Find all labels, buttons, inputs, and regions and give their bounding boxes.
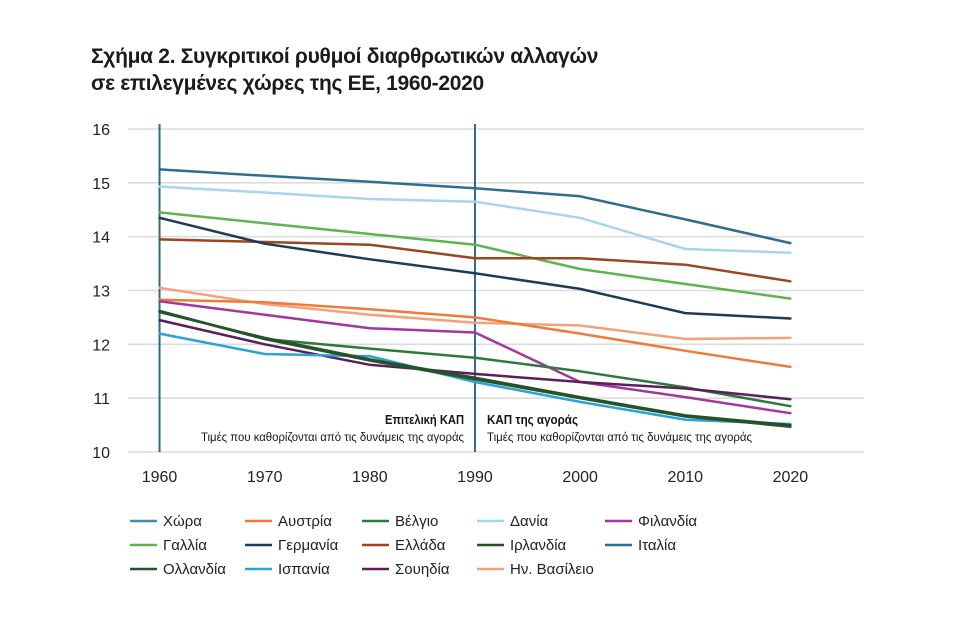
legend-label: Σουηδία	[395, 561, 450, 578]
legend-label: Βέλγιο	[395, 513, 438, 530]
legend-label: Γερμανία	[278, 537, 339, 554]
series-line-11	[158, 332, 792, 426]
legend-item: Δανία	[477, 513, 549, 530]
y-tick-label: 13	[92, 284, 110, 301]
y-tick-label: 10	[92, 445, 110, 462]
series-line-8	[158, 300, 792, 415]
legend-item: Ελλάδα	[362, 537, 446, 554]
legend-label: Ισπανία	[278, 561, 330, 578]
legend-item: Ισπανία	[245, 561, 330, 578]
legend-item: Γερμανία	[245, 537, 339, 554]
legend-label: Ελλάδα	[395, 537, 446, 554]
x-axis-labels: 1960 1970 1980 1990 2000 2010 2020	[142, 469, 809, 486]
legend-label: Ολλανδία	[163, 561, 226, 578]
legend-item: Ιταλία	[605, 537, 676, 554]
y-tick-label: 14	[92, 230, 110, 247]
series-line-2	[158, 168, 792, 245]
legend-item: Βέλγιο	[362, 513, 438, 530]
x-tick-label: 2000	[562, 469, 598, 486]
legend-label: Φιλανδία	[638, 513, 697, 530]
legend-item: Ολλανδία	[130, 561, 226, 578]
series-line-10	[158, 318, 792, 401]
annotation-heading-left: Επιτελική ΚΑΠ	[385, 412, 464, 427]
x-tick-label: 2020	[773, 469, 809, 486]
y-tick-label: 11	[93, 391, 110, 408]
series-line-13	[158, 309, 792, 428]
legend-label: Αυστρία	[278, 513, 332, 530]
y-tick-label: 16	[92, 122, 110, 139]
series-line-3	[158, 211, 792, 300]
series-lines	[158, 168, 792, 428]
series-line-4	[158, 238, 792, 283]
y-axis-labels: 10 11 12 13 14 15 16	[92, 122, 110, 462]
gridlines	[128, 128, 864, 453]
x-tick-label: 1960	[142, 469, 178, 486]
annotation-text-left: Τιμές που καθορίζονται από τις δυνάμεις …	[201, 430, 464, 444]
legend-item: Χώρα	[130, 513, 202, 530]
legend-item: Φιλανδία	[605, 513, 697, 530]
chart-title-line-1: Σχήμα 2. Συγκριτικοί ρυθμοί διαρθρωτικών…	[91, 45, 599, 68]
chart-title: Σχήμα 2. Συγκριτικοί ρυθμοί διαρθρωτικών…	[91, 43, 598, 97]
chart-title-line-2: σε επιλεγμένες χώρες της ΕΕ, 1960-2020	[91, 72, 484, 95]
annotations: Επιτελική ΚΑΠ Τιμές που καθορίζονται από…	[201, 412, 752, 444]
legend-item: Ιρλανδία	[477, 537, 567, 554]
annotation-heading-right: ΚΑΠ της αγοράς	[487, 412, 578, 427]
legend-label: Ιταλία	[638, 537, 676, 554]
legend-label: Γαλλία	[163, 537, 207, 554]
legend-item: Σουηδία	[362, 561, 450, 578]
x-tick-label: 1970	[247, 469, 283, 486]
y-tick-label: 12	[92, 337, 110, 354]
annotation-text-right: Τιμές που καθορίζονται από τις δυνάμεις …	[487, 430, 752, 444]
legend: Χώρα Αυστρία Βέλγιο Δανία Φιλανδία Γαλλία Γερμ…	[130, 513, 697, 578]
series-line-7	[158, 298, 792, 369]
x-tick-label: 2010	[667, 469, 703, 486]
legend-label: Ην. Βασίλειο	[510, 561, 594, 578]
legend-label: Χώρα	[163, 513, 202, 530]
series-line-1	[158, 185, 792, 255]
series-line-6	[158, 286, 792, 341]
legend-item: Αυστρία	[245, 513, 332, 530]
legend-label: Ιρλανδία	[510, 537, 567, 554]
legend-label: Δανία	[510, 513, 549, 530]
legend-item: Ην. Βασίλειο	[477, 561, 594, 578]
series-line-5	[158, 216, 792, 320]
legend-item: Γαλλία	[130, 537, 207, 554]
x-tick-label: 1980	[352, 469, 388, 486]
y-tick-label: 15	[92, 176, 110, 193]
x-tick-label: 1990	[457, 469, 493, 486]
